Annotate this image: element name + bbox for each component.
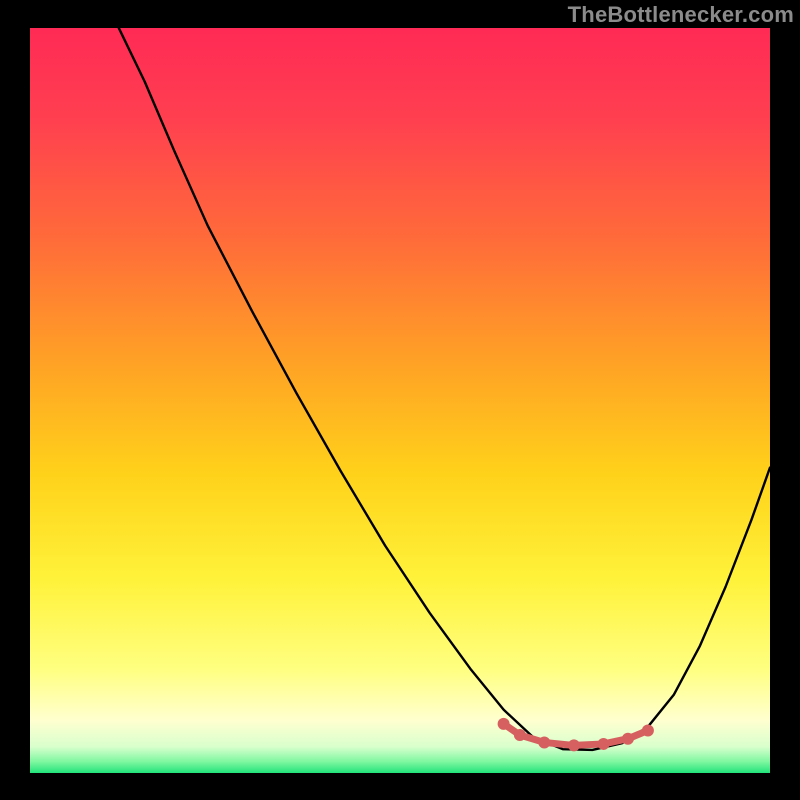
watermark-text: TheBottlenecker.com — [568, 2, 794, 28]
bottleneck-curve — [119, 28, 770, 750]
valley-dot — [598, 738, 610, 750]
valley-dot — [568, 739, 580, 751]
valley-dot — [642, 725, 654, 737]
valley-dot — [622, 733, 634, 745]
valley-dot — [514, 729, 526, 741]
chart-overlay — [30, 28, 770, 773]
canvas-root: TheBottlenecker.com — [0, 0, 800, 800]
valley-marker-group — [498, 718, 654, 752]
plot-area — [30, 28, 770, 773]
valley-dot — [538, 736, 550, 748]
valley-dot — [498, 718, 510, 730]
